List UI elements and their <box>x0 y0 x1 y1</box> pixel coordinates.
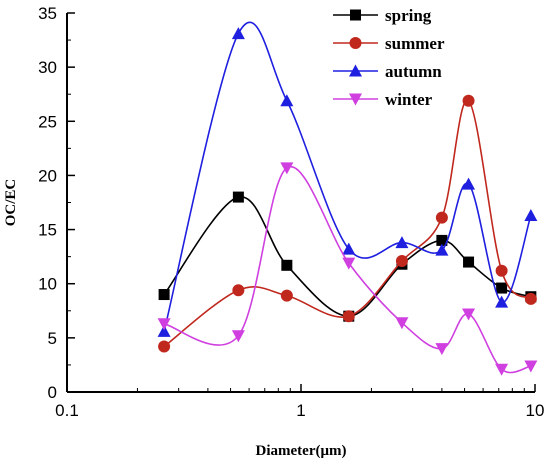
data-point-winter <box>231 330 245 343</box>
data-point-summer <box>495 264 508 277</box>
y-tick-label: 15 <box>38 221 57 240</box>
data-point-winter <box>435 343 449 356</box>
data-point-spring <box>232 191 244 203</box>
data-point-winter <box>395 317 409 330</box>
x-tick-label: 1 <box>296 401 305 420</box>
data-point-summer <box>524 292 537 305</box>
data-point-autumn <box>495 295 509 308</box>
legend-marker <box>350 9 361 21</box>
data-point-winter <box>280 162 294 175</box>
data-point-autumn <box>462 177 476 190</box>
series-line-spring <box>163 196 532 318</box>
data-point-spring <box>496 282 508 294</box>
legend-marker <box>349 93 362 106</box>
series-line-summer <box>163 99 532 348</box>
series-line-winter <box>163 165 532 374</box>
legend-label: autumn <box>385 62 442 81</box>
data-point-summer <box>342 310 355 323</box>
data-point-winter <box>342 257 356 270</box>
x-tick-label: 10 <box>526 401 545 420</box>
data-point-autumn <box>435 243 449 256</box>
data-point-summer <box>158 340 171 353</box>
y-tick-label: 20 <box>38 166 57 185</box>
data-point-summer <box>280 289 293 302</box>
series-spring <box>158 191 537 322</box>
series-autumn <box>157 21 538 337</box>
legend-marker <box>349 37 362 49</box>
series-line-autumn <box>163 21 532 332</box>
data-point-autumn <box>231 27 245 40</box>
data-point-spring <box>436 234 448 246</box>
legend-entry-summer: summer <box>333 34 445 53</box>
data-point-autumn <box>524 208 538 221</box>
legend: spring summer autumn winter <box>333 6 445 109</box>
y-tick-label: 10 <box>38 275 57 294</box>
y-axis-title: OC/EC <box>3 179 19 227</box>
data-point-summer <box>232 284 245 297</box>
data-point-autumn <box>157 324 171 337</box>
series-summer <box>158 94 537 353</box>
axes-group: 0.1 1 10 0 5 10 15 20 25 30 35 <box>38 4 544 420</box>
series-group <box>157 21 538 376</box>
y-tick-label: 25 <box>38 112 57 131</box>
legend-entry-autumn: autumn <box>333 62 442 81</box>
series-winter <box>157 162 538 376</box>
legend-label: spring <box>385 6 432 25</box>
x-tick-label: 0.1 <box>55 401 79 420</box>
data-point-winter <box>524 360 538 373</box>
legend-label: summer <box>385 34 445 53</box>
data-point-summer <box>435 211 448 224</box>
data-point-spring <box>463 256 475 268</box>
legend-label: winter <box>385 90 433 109</box>
data-point-autumn <box>342 242 356 255</box>
data-point-summer <box>395 254 408 267</box>
data-point-autumn <box>280 94 294 107</box>
y-tick-label: 0 <box>48 383 57 402</box>
data-point-spring <box>158 289 170 301</box>
data-point-winter <box>462 308 476 321</box>
data-point-spring <box>281 259 293 271</box>
data-point-summer <box>462 94 475 107</box>
y-tick-label: 30 <box>38 58 57 77</box>
data-point-winter <box>495 363 509 376</box>
data-point-winter <box>157 318 171 331</box>
legend-entry-winter: winter <box>333 90 433 109</box>
y-tick-label: 35 <box>38 4 57 23</box>
data-point-autumn <box>395 236 409 249</box>
y-tick-label: 5 <box>48 329 57 348</box>
legend-marker <box>349 64 362 77</box>
legend-entry-spring: spring <box>333 6 432 25</box>
x-axis-title: Diameter(μm) <box>256 443 347 459</box>
